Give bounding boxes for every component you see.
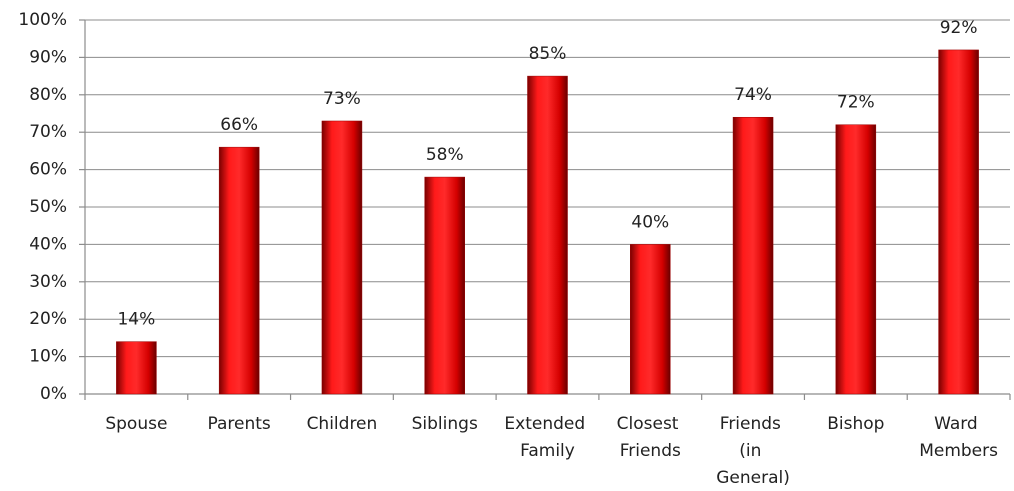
y-tick-label: 100%: [18, 10, 67, 30]
data-label: 85%: [529, 44, 567, 64]
y-tick-label: 60%: [29, 160, 67, 180]
x-tick-label: Friends (in General): [716, 414, 790, 487]
y-tick-label: 20%: [29, 309, 67, 329]
bar: [218, 146, 260, 395]
y-tick-label: 10%: [29, 347, 67, 367]
data-label: 66%: [220, 115, 258, 135]
bar: [321, 120, 363, 395]
data-label: 74%: [734, 85, 772, 105]
bar: [527, 75, 568, 395]
x-tick-label: Closest Friends: [617, 414, 684, 461]
data-label: 73%: [323, 89, 361, 109]
data-label: 92%: [940, 18, 978, 38]
bar: [938, 49, 979, 395]
y-tick-label: 40%: [29, 234, 67, 254]
data-label: 40%: [631, 212, 669, 232]
bar: [835, 124, 877, 395]
bar: [732, 116, 774, 395]
bar: [116, 341, 157, 395]
x-tick-label: Ward Members: [919, 414, 998, 461]
y-tick-label: 50%: [29, 197, 67, 217]
data-label: 14%: [117, 310, 155, 330]
x-tick-label: Siblings: [412, 414, 478, 434]
data-label: 58%: [426, 145, 464, 165]
x-tick-label: Parents: [208, 414, 271, 434]
y-tick-label: 80%: [29, 85, 67, 105]
bar: [424, 176, 465, 395]
x-tick-label: Children: [307, 414, 378, 434]
x-tick-label: Bishop: [827, 414, 884, 434]
x-tick-label: Extended Family: [504, 414, 590, 461]
y-tick-label: 30%: [29, 272, 67, 292]
bar: [630, 244, 671, 395]
y-tick-label: 0%: [40, 384, 67, 404]
data-label: 72%: [837, 93, 875, 113]
x-tick-label: Spouse: [105, 414, 167, 434]
y-tick-label: 90%: [29, 47, 67, 67]
y-tick-label: 70%: [29, 122, 67, 142]
